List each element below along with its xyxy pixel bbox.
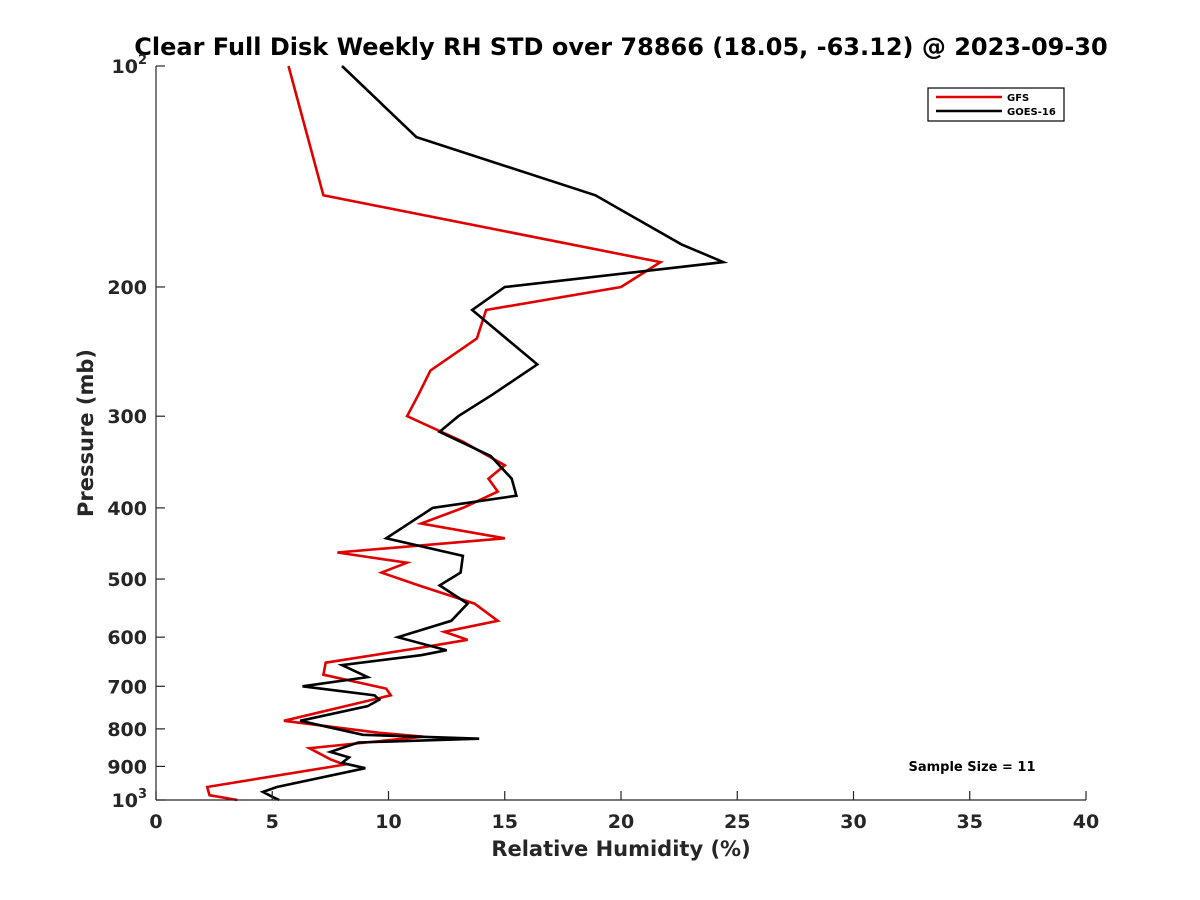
y-axis-label: Pressure (mb)	[74, 349, 98, 517]
sample-size-annotation: Sample Size = 11	[908, 760, 1035, 775]
y-tick-label: 102	[112, 53, 148, 78]
y-tick-label: 400	[107, 498, 147, 520]
x-tick-label: 35	[957, 811, 983, 833]
plot-area: 0 5 10 15 20 25 30 35 40 102 200 300 400 500 600 700 800…	[107, 53, 1099, 833]
y-tick-label: 800	[107, 719, 147, 741]
series-layer	[205, 65, 729, 802]
x-tick-label: 15	[492, 811, 518, 833]
series-line-goes-16	[259, 65, 729, 802]
x-axis-label: Relative Humidity (%)	[491, 837, 750, 861]
axes-layer: 0 5 10 15 20 25 30 35 40 102 200 300 400 500 600 700 800…	[107, 53, 1099, 833]
y-tick-label: 300	[107, 406, 147, 428]
legend-box	[927, 87, 1065, 122]
y-tick-label: 103	[112, 787, 148, 812]
legend-label-gfs: GFS	[1007, 93, 1029, 104]
plot-background	[156, 66, 1086, 800]
y-tick-label: 900	[107, 756, 147, 778]
x-tick-label: 25	[724, 811, 750, 833]
x-tick-label: 10	[375, 811, 401, 833]
y-tick-label: 200	[107, 277, 147, 299]
y-tick-label: 700	[107, 676, 147, 698]
x-tick-label: 0	[149, 811, 162, 833]
legend: GFS GOES-16	[927, 87, 1065, 122]
chart-title: Clear Full Disk Weekly RH STD over 78866…	[134, 33, 1107, 61]
y-tick-label: 600	[107, 627, 147, 649]
x-tick-label: 40	[1073, 811, 1099, 833]
x-tick-label: 5	[266, 811, 279, 833]
y-tick-label: 500	[107, 569, 147, 591]
legend-label-goes-16: GOES-16	[1007, 107, 1056, 118]
x-tick-label: 20	[608, 811, 634, 833]
x-tick-label: 30	[840, 811, 866, 833]
